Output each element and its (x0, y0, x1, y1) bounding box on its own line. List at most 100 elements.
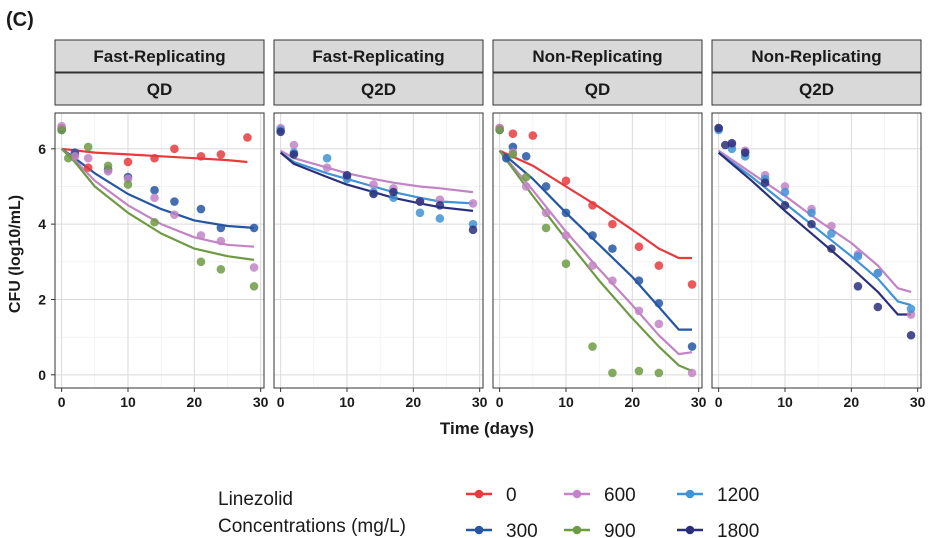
panel-label: (C) (6, 9, 34, 31)
plot-area (55, 113, 264, 388)
facet-panel: Fast-Replicating QD 0 10 20 30 0 2 4 6 (38, 39, 269, 410)
data-point-1200 (780, 187, 790, 197)
data-point-900 (249, 281, 259, 291)
data-point-1200 (807, 208, 816, 218)
series-line-600 (280, 149, 474, 194)
data-point-0 (588, 200, 597, 210)
panel-border (711, 112, 922, 389)
y-axis-title: CFU (log10/mL) (7, 195, 24, 313)
legend-key-900: 900 (564, 521, 636, 538)
data-point-1200 (827, 229, 836, 238)
data-point-300 (196, 204, 206, 214)
strip-bottom-box (711, 72, 922, 106)
data-point-600 (687, 368, 697, 378)
data-point-1800 (740, 148, 750, 157)
strip-bottom-label: Q2D (799, 80, 834, 99)
legend-key-1200: 1200 (677, 485, 759, 506)
x-tick-label: 20 (187, 394, 203, 410)
data-point-1800 (389, 187, 398, 197)
x-tick-label: 10 (120, 394, 136, 410)
x-tick-label: 10 (777, 394, 793, 410)
legend-point (474, 525, 484, 535)
data-point-1800 (853, 281, 863, 291)
gridlines (493, 113, 702, 388)
gridlines (712, 113, 921, 388)
strip-bottom-box (492, 72, 703, 106)
legend-label: 1800 (717, 521, 759, 538)
data-point-900 (103, 161, 113, 171)
series-line-600 (498, 149, 693, 356)
x-tick-label: 0 (715, 394, 723, 410)
strip-top-box (273, 39, 484, 73)
data-point-600 (170, 210, 179, 220)
data-point-1800 (780, 200, 790, 210)
data-point-1800 (714, 123, 723, 133)
strip-top-label: Non-Replicating (532, 47, 662, 66)
x-tick-label: 20 (406, 394, 422, 410)
data-point-600 (70, 152, 80, 161)
data-point-0 (123, 157, 133, 167)
data-point-900 (608, 368, 617, 378)
legend-point (572, 525, 582, 535)
x-tick-label: 30 (910, 394, 926, 410)
x-tick-label: 20 (625, 394, 641, 410)
facet-panel: Non-Replicating Q2D 0 10 20 30 (711, 39, 926, 410)
x-tick-label: 0 (277, 394, 285, 410)
y-tick-label: 4 (38, 216, 46, 232)
legend-key-0: 0 (466, 485, 517, 506)
data-point-900 (634, 366, 644, 376)
legend-title: Concentrations (mg/L) (218, 516, 406, 537)
x-tick-label: 0 (58, 394, 66, 410)
data-point-300 (521, 152, 531, 161)
data-point-300 (170, 197, 179, 206)
data-point-900 (561, 259, 571, 268)
strip-top-box (492, 39, 703, 73)
data-point-900 (521, 172, 531, 182)
data-point-900 (588, 342, 597, 351)
data-point-1800 (720, 140, 730, 150)
plot-area (274, 113, 483, 388)
data-point-0 (634, 242, 644, 252)
x-tick-label: 30 (691, 394, 707, 410)
data-point-0 (83, 163, 93, 172)
data-point-600 (216, 236, 226, 246)
data-point-600 (521, 182, 531, 191)
data-point-0 (243, 133, 252, 142)
legend-label: 0 (506, 485, 517, 506)
data-point-300 (588, 231, 597, 240)
data-point-1800 (369, 189, 378, 199)
strip-top-box (711, 39, 922, 73)
axis-titles: Time (days) CFU (log10/mL) (7, 195, 534, 438)
series-line-0 (61, 147, 248, 164)
legend-point (572, 489, 582, 499)
data-point-1800 (435, 200, 445, 210)
data-point-1800 (289, 150, 299, 159)
data-point-600 (369, 180, 378, 189)
data-point-300 (608, 244, 617, 253)
x-tick-label: 10 (558, 394, 574, 410)
panel-border (273, 112, 484, 389)
data-point-600 (249, 263, 259, 272)
data-point-0 (196, 152, 206, 161)
data-point-300 (634, 276, 644, 285)
legend-label: 1200 (717, 485, 759, 506)
data-point-1800 (906, 330, 916, 340)
data-point-0 (654, 261, 664, 270)
x-tick-label: 30 (253, 394, 269, 410)
data-point-900 (541, 223, 551, 233)
x-tick-label: 0 (496, 394, 504, 410)
data-point-1800 (760, 178, 770, 187)
strip-bottom-box (54, 72, 265, 106)
data-point-600 (322, 163, 332, 172)
legend-title: Linezolid (218, 489, 293, 510)
data-point-300 (216, 223, 226, 233)
data-point-1800 (276, 127, 285, 137)
data-point-900 (57, 125, 66, 135)
data-point-900 (196, 257, 206, 267)
data-point-900 (495, 125, 504, 135)
x-tick-label: 20 (844, 394, 860, 410)
series-line-0 (499, 149, 692, 260)
data-point-0 (170, 144, 179, 154)
